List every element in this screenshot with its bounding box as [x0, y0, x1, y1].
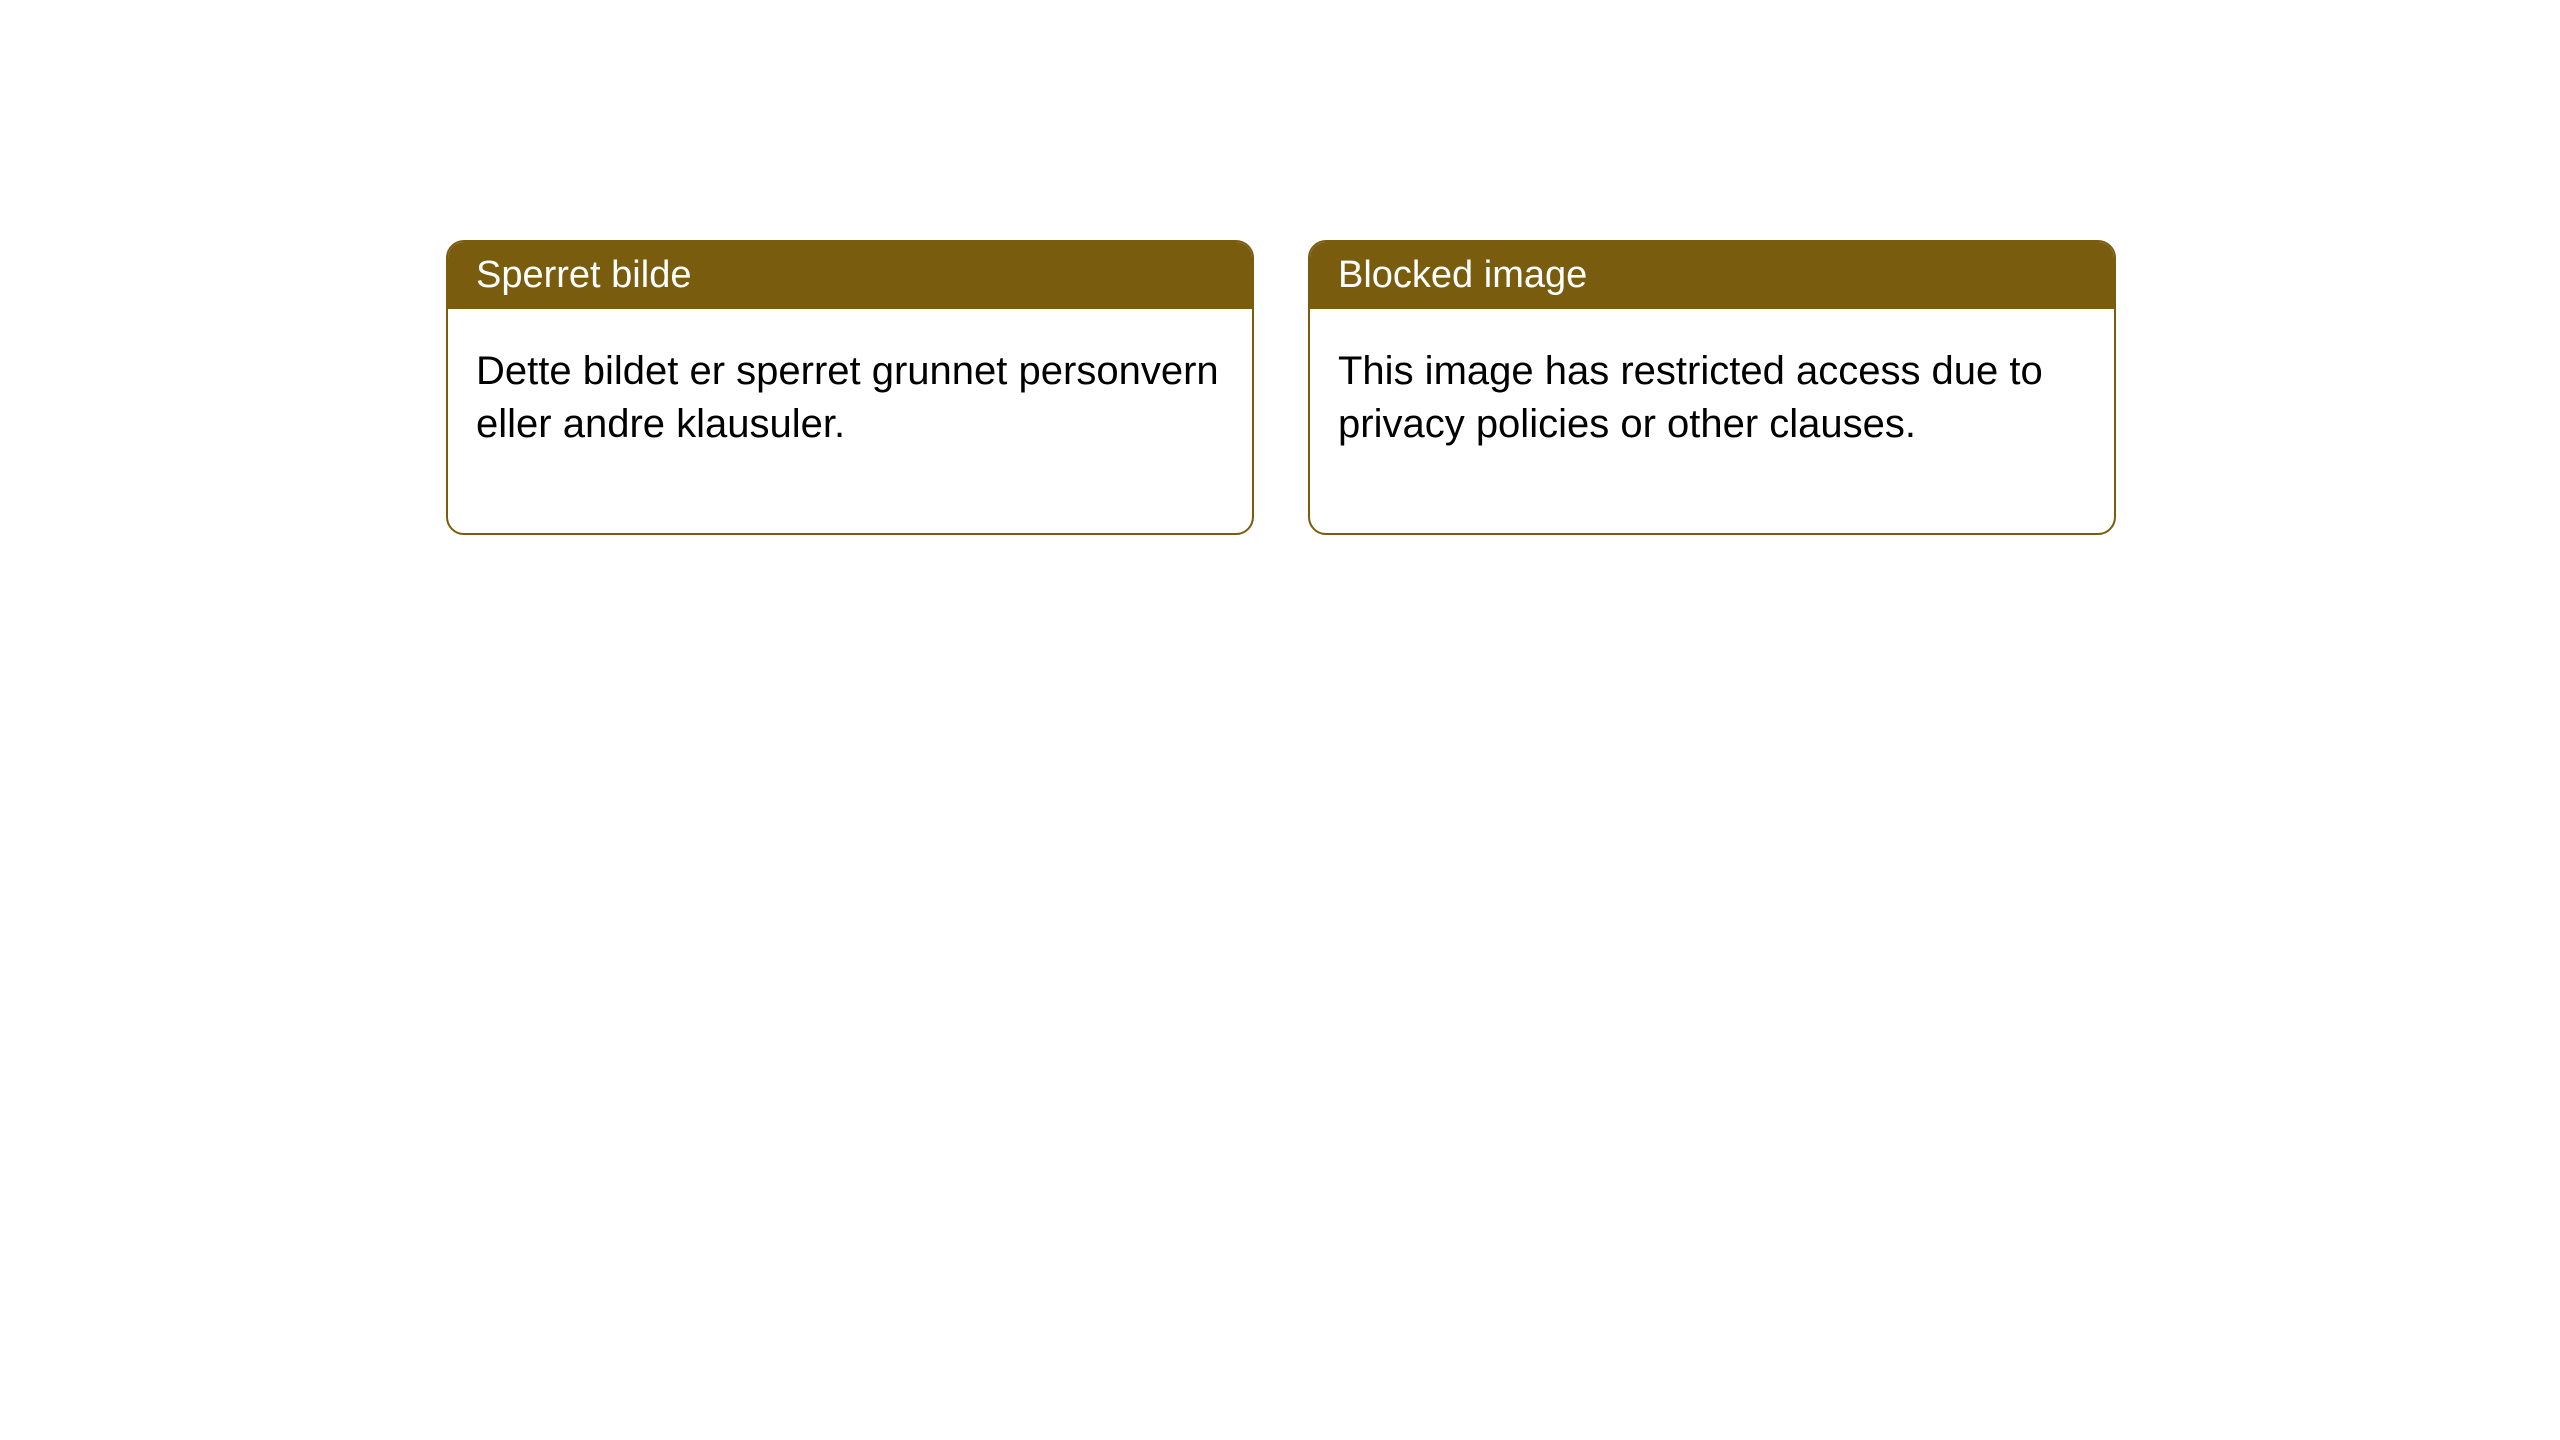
notice-card-title: Sperret bilde	[476, 254, 691, 296]
notice-cards-row: Sperret bilde Dette bildet er sperret gr…	[446, 240, 2116, 535]
notice-card-en: Blocked image This image has restricted …	[1308, 240, 2116, 535]
notice-card-text: This image has restricted access due to …	[1338, 349, 2043, 446]
notice-card-no: Sperret bilde Dette bildet er sperret gr…	[446, 240, 1254, 535]
notice-card-header: Blocked image	[1310, 242, 2114, 309]
notice-card-title: Blocked image	[1338, 254, 1587, 296]
notice-card-header: Sperret bilde	[448, 242, 1252, 309]
notice-card-text: Dette bildet er sperret grunnet personve…	[476, 349, 1219, 446]
notice-card-body: Dette bildet er sperret grunnet personve…	[448, 309, 1252, 533]
notice-card-body: This image has restricted access due to …	[1310, 309, 2114, 533]
